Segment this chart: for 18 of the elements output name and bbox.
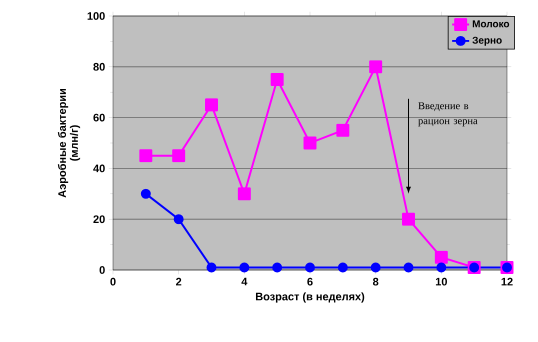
legend-label: Зерно — [472, 36, 502, 46]
annotation: Введение в рацион зерна — [418, 102, 478, 126]
x-tick-label: 2 — [176, 278, 182, 286]
y-tick-label: 0 — [100, 266, 105, 274]
y-tick-label: 20 — [93, 215, 105, 224]
x-tick-label: 8 — [372, 278, 378, 286]
x-tick-label: 12 — [502, 278, 513, 286]
x-axis-title: Возраст (в неделях) — [256, 292, 364, 303]
x-tick-label: 6 — [307, 278, 313, 286]
x-tick-label: 0 — [110, 278, 116, 286]
legend-label: Молоко — [472, 20, 510, 28]
y-tick-label: 40 — [93, 164, 105, 172]
x-tick-label: 4 — [241, 278, 248, 286]
y-tick-label: 60 — [93, 114, 105, 122]
y-axis-title: Аэробные бактерии (млн/г) — [58, 88, 80, 198]
x-tick-label: 10 — [436, 278, 447, 286]
y-tick-label: 100 — [88, 12, 105, 20]
y-tick-label: 80 — [93, 62, 105, 71]
